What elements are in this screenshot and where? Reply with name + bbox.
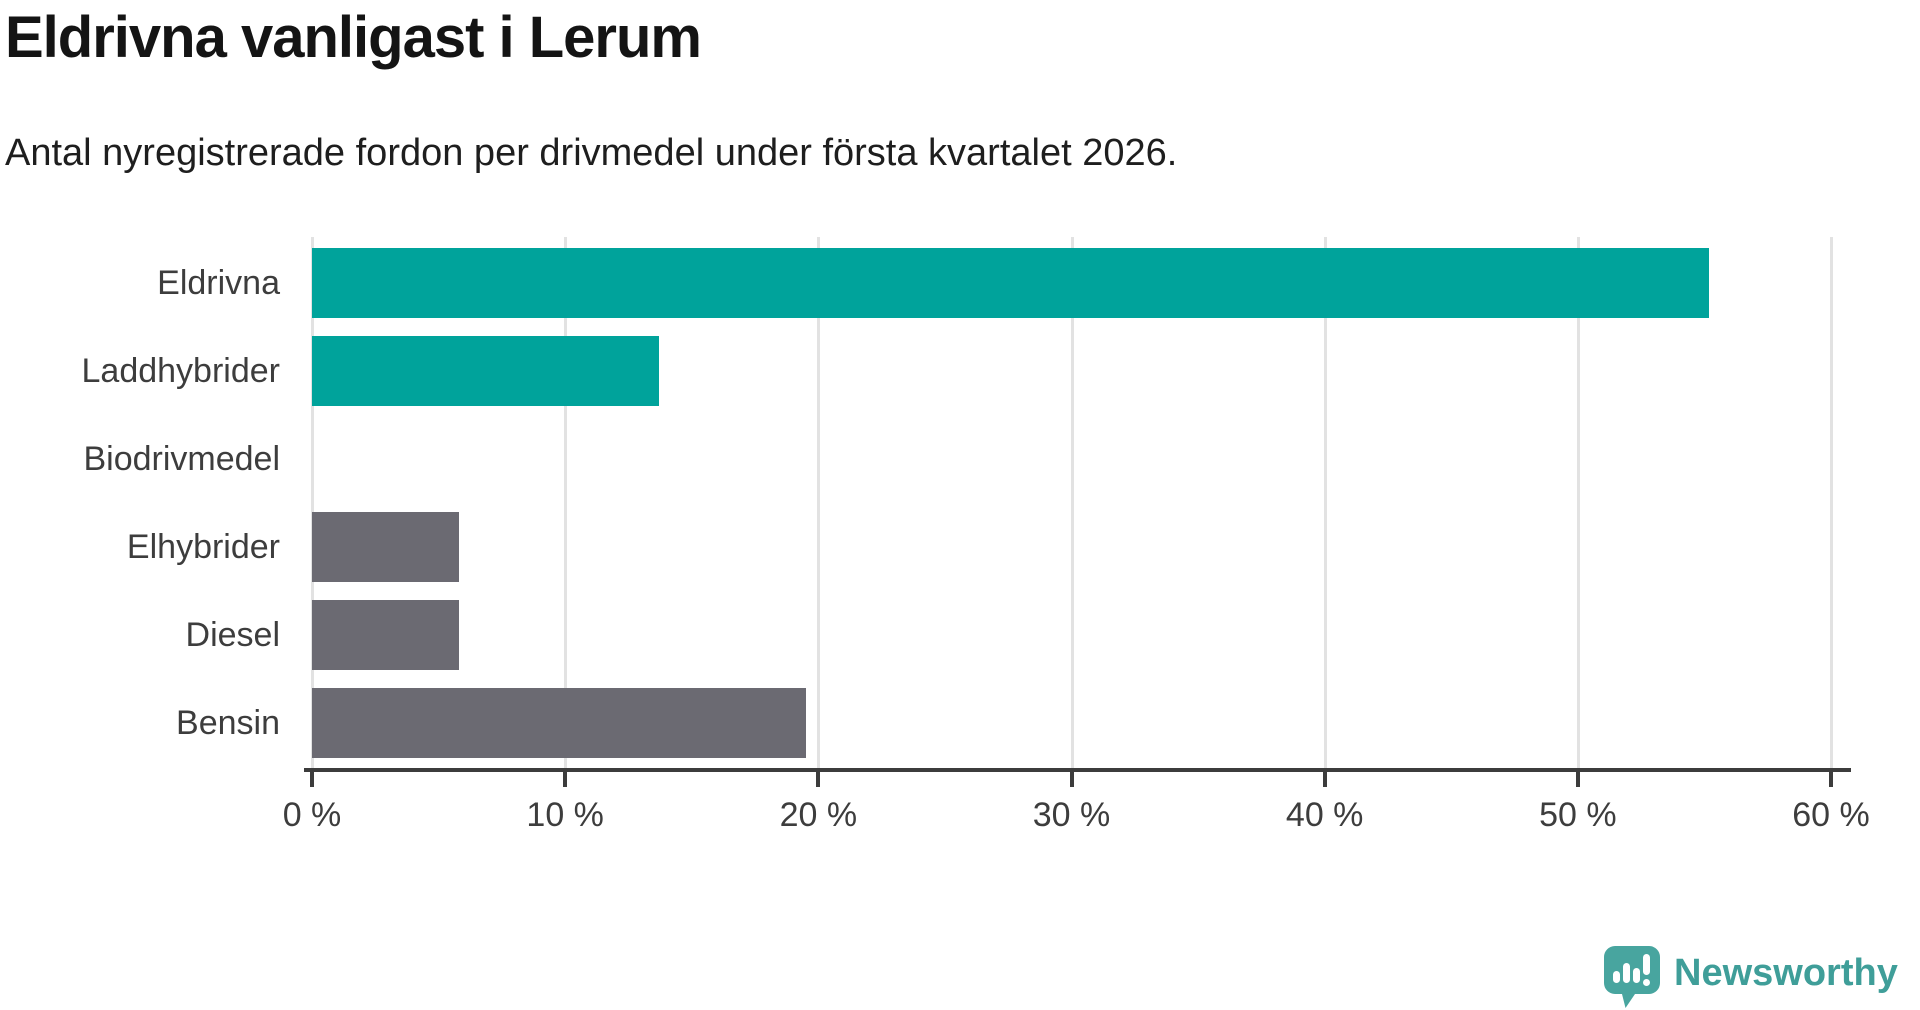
x-axis-tick-label: 60 % [1792,796,1870,834]
x-axis-tick [816,772,821,787]
gridline [311,237,314,768]
category-label: Eldrivna [157,264,280,302]
x-axis-tick [563,772,568,787]
bar-laddhybrider [312,336,659,406]
newsworthy-logo: Newsworthy [1604,946,1898,1008]
gridline [817,237,821,768]
chart-subtitle: Antal nyregistrerade fordon per drivmede… [5,132,1178,174]
x-axis-tick-label: 0 % [282,796,342,834]
x-axis-tick [1575,772,1580,787]
x-axis-tick [1829,772,1833,787]
x-axis-tick-label: 10 % [526,796,604,834]
category-labels-column: Eldrivna Laddhybrider Biodrivmedel Elhybrid… [0,237,296,768]
x-axis-tick [1069,772,1074,787]
gridline [1576,237,1580,768]
bar-bensin [312,688,806,758]
gridline [1830,237,1833,768]
category-label: Laddhybrider [81,352,280,390]
newsworthy-wordmark: Newsworthy [1674,951,1898,994]
x-axis-tick-label: 50 % [1539,796,1617,834]
x-axis-line [304,768,1851,772]
gridline [1070,237,1074,768]
plot-area: 0 % 10 % 20 % 30 % 40 % 50 % 60 % [283,237,1870,834]
x-axis-tick [1322,772,1327,787]
bar-eldrivna [312,248,1710,318]
gridline [1323,237,1327,768]
bar-diesel [312,600,459,670]
gridline [564,237,568,768]
category-label: Elhybrider [126,528,280,566]
category-label: Biodrivmedel [83,440,280,478]
category-label: Diesel [185,616,280,654]
x-axis-tick-label: 20 % [779,796,858,834]
x-axis-tick [310,772,314,787]
x-axis-tick-label: 30 % [1032,796,1111,834]
newsworthy-bubble-chart-icon [1604,946,1660,1008]
x-axis-tick-label: 40 % [1285,796,1364,834]
bar-elhybrider [312,512,459,582]
category-label: Bensin [176,704,280,742]
chart-title: Eldrivna vanligast i Lerum [5,5,702,70]
